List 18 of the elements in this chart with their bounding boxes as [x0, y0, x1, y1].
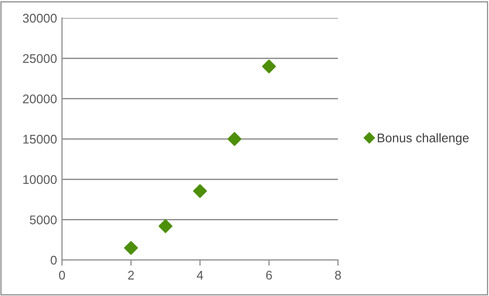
legend-label: Bonus challenge: [378, 133, 469, 145]
x-tick-label: 8: [335, 270, 341, 280]
y-tick-label: 5000: [30, 215, 57, 224]
point: [262, 59, 276, 74]
y-tick-label: 0: [50, 256, 57, 265]
point: [193, 184, 207, 198]
point: [228, 132, 242, 146]
x-tick-label: 4: [196, 270, 204, 280]
y-tick-label: 30000: [22, 14, 57, 23]
x-tick-label: 2: [128, 270, 134, 280]
x-tick-label: 0: [59, 270, 65, 280]
y-tick-label: 10000: [23, 175, 57, 184]
y-tick-label: 25000: [23, 54, 57, 63]
y-tick-label: 20000: [23, 94, 57, 104]
x-tick-label: 6: [266, 270, 272, 280]
y-tick-label: 15000: [23, 134, 57, 144]
point: [124, 240, 138, 255]
point: [158, 219, 172, 234]
